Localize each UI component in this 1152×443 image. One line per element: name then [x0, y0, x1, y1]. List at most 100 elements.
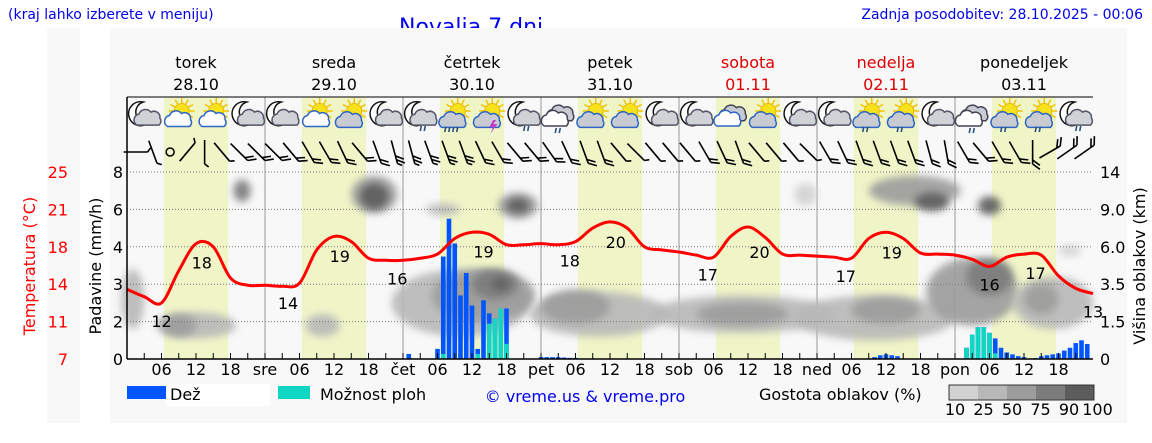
location-hint: (kraj lahko izberete v meniju)	[8, 7, 214, 23]
rain-bar	[406, 353, 412, 359]
cloud-density-level: 25	[973, 400, 993, 419]
wind-staff	[372, 140, 382, 164]
wind-barb	[179, 137, 196, 162]
cloud-cell	[1024, 284, 1059, 315]
temperature-label: 16	[387, 269, 407, 288]
cloud-density-scale-frame	[948, 384, 1095, 401]
cloud-cell	[121, 269, 145, 330]
x-tick-label: sob	[665, 360, 693, 379]
x-tick-label: 12	[600, 360, 620, 379]
cloud-cell	[966, 258, 1013, 296]
x-tick-label: 18	[772, 360, 792, 379]
wind-barb	[336, 140, 357, 166]
day-date: 31.10	[587, 75, 633, 94]
cloud-density-swatch	[1036, 385, 1065, 400]
x-tick-label: 06	[151, 360, 171, 379]
wind-barb	[626, 142, 650, 162]
wind-barb	[458, 140, 475, 166]
precip-tick-label: 2	[113, 313, 123, 332]
sun-ray	[498, 114, 504, 119]
wind-barb-tick	[367, 159, 377, 162]
overcast-icon	[713, 104, 748, 127]
cloud-icon	[374, 108, 404, 126]
rain-drop-icon	[526, 125, 530, 132]
rain-drop-icon	[1078, 125, 1082, 132]
cloud-icon	[990, 111, 1019, 129]
wind-barb-tick	[847, 162, 857, 166]
wind-barb-tick	[898, 162, 908, 167]
rain-bar	[458, 295, 463, 359]
wind-barb-tick	[725, 158, 735, 162]
temperature-label: 18	[192, 254, 212, 273]
wind-barb	[907, 140, 925, 167]
sun-ray	[878, 103, 884, 108]
wind-barb-tick	[1004, 161, 1014, 165]
wind-barb-tick	[397, 162, 403, 167]
wind-barb	[282, 142, 308, 162]
sun-ray	[618, 103, 624, 108]
sun-ray	[209, 99, 213, 105]
moon-cloud-rain-icon	[403, 100, 438, 132]
showers-bar	[975, 327, 981, 359]
wind-barb-tick	[985, 156, 996, 159]
sun-cloud-rain-icon	[852, 98, 885, 133]
rain-bar	[504, 308, 509, 359]
wind-barb-tick	[503, 161, 513, 165]
x-tick-label: 12	[876, 360, 896, 379]
day-date: 28.10	[173, 75, 219, 94]
precip-axis-title: Padavine (mm/h)	[86, 198, 105, 335]
wind-barb-tick	[447, 154, 457, 160]
wind-barb	[407, 140, 423, 167]
sun-ray	[323, 99, 327, 105]
wind-barb	[1008, 141, 1031, 165]
wind-barb	[782, 142, 804, 162]
wind-barb-tick	[295, 156, 306, 159]
wind-barb-tick	[431, 158, 441, 163]
wind-barb	[390, 140, 406, 167]
calm-wind-icon	[165, 147, 175, 157]
wind-barb	[165, 147, 175, 157]
wind-barb-tick	[743, 162, 753, 167]
cloud-density-swatch	[1007, 385, 1036, 400]
wind-barb	[542, 141, 566, 163]
cloud-icon	[438, 111, 467, 129]
sun-ray	[1013, 99, 1017, 105]
sun-ray	[584, 103, 590, 108]
wind-staff	[542, 141, 558, 163]
cloud-cell	[794, 183, 817, 206]
x-tick-label: 12	[462, 360, 482, 379]
cloud-icon	[163, 110, 193, 128]
wind-barb-tick	[414, 162, 420, 167]
wind-barb	[441, 140, 458, 166]
x-tick-label: 18	[358, 360, 378, 379]
day-name: sobota	[721, 53, 775, 72]
day-name: četrtek	[444, 53, 502, 72]
rain-drop-icon	[972, 127, 976, 134]
sun-ray	[1016, 114, 1022, 119]
x-tick-label: pet	[528, 360, 554, 379]
sun-ray	[1002, 99, 1007, 105]
sun-ray	[222, 103, 228, 108]
wind-barb	[716, 140, 737, 166]
credit-link: © vreme.us & vreme.pro	[485, 387, 686, 406]
cloud-icon	[748, 111, 778, 129]
wind-barb-tick	[1019, 158, 1029, 161]
rain-drop-icon	[554, 127, 558, 134]
sun-ray	[360, 103, 366, 108]
wind-staff	[748, 142, 765, 162]
wind-barb	[264, 142, 292, 162]
sun-ray	[636, 114, 642, 119]
showers-bar	[992, 353, 998, 359]
day-name: torek	[175, 53, 217, 72]
rain-bar	[1050, 354, 1056, 359]
rain-bar	[446, 218, 452, 359]
wind-barb	[679, 142, 701, 162]
rain-bar	[1015, 356, 1021, 359]
rain-drop-icon	[451, 126, 455, 133]
rain-bar	[877, 355, 883, 359]
cloud-cell	[305, 314, 340, 337]
temperature-label: 20	[606, 233, 626, 252]
sun-ray	[308, 103, 314, 108]
temp-tick-label: 14	[48, 275, 68, 294]
